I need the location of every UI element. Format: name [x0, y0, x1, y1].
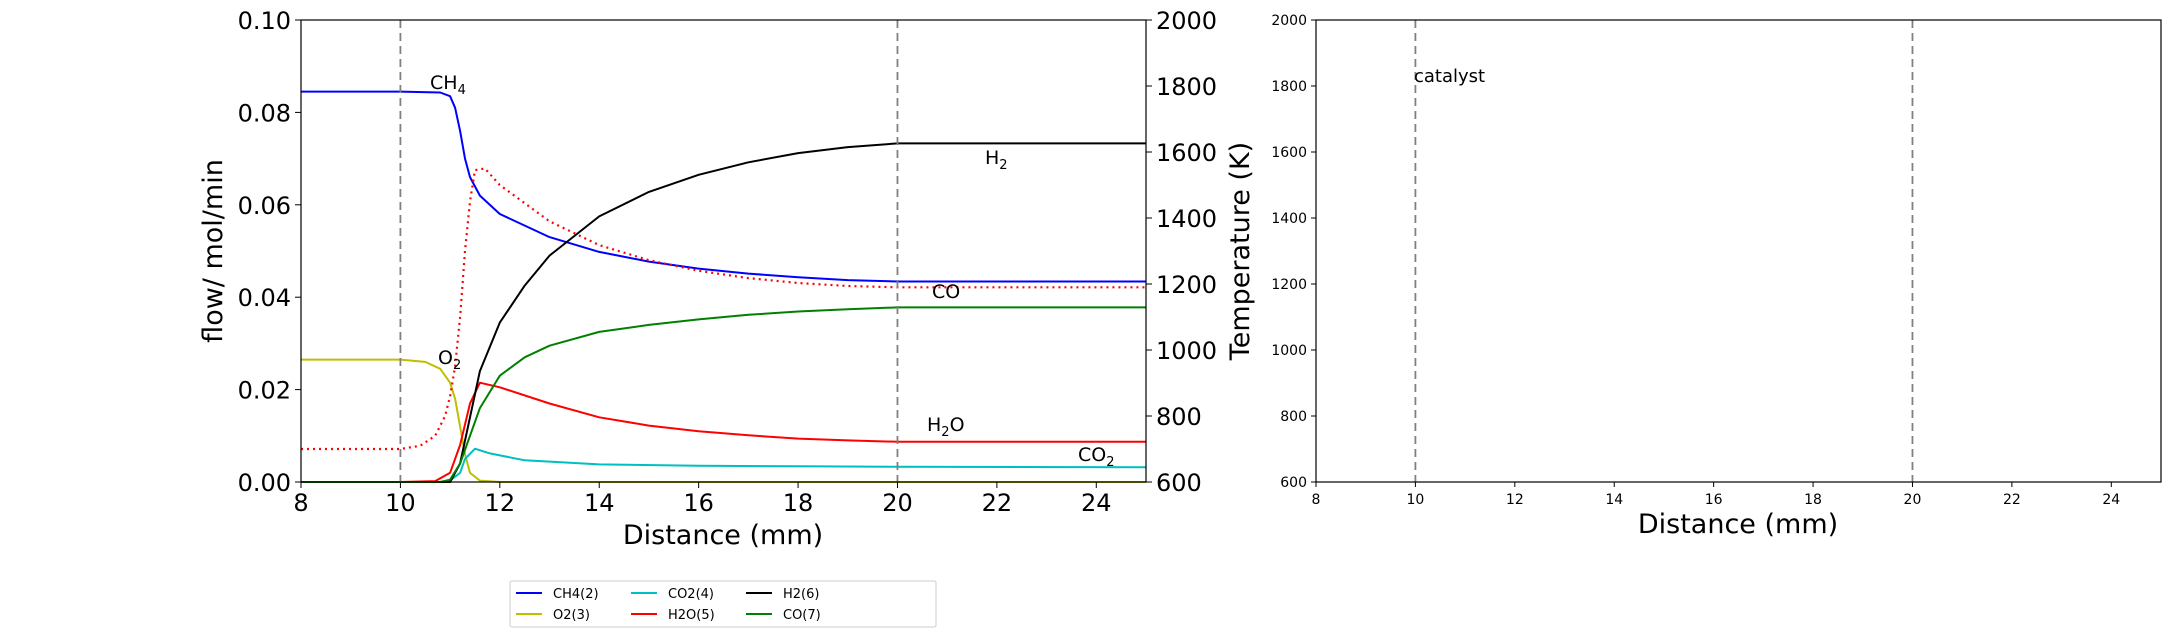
- x-axis-ticks: 8 10 12 14 16 18 20 22 24: [1312, 482, 2120, 508]
- legend: CH4(2) O2(3) CO2(4) H2O(5) H2(6) CO(7): [509, 580, 937, 628]
- y-axis-ticks: 0.00 0.02 0.04 0.06 0.08 0.10: [238, 7, 301, 497]
- legend-label: CO2(4): [668, 587, 714, 602]
- y-tick-label: 0.04: [238, 284, 291, 312]
- x-tick-label: 20: [1904, 492, 1922, 508]
- co-annotation: CO: [932, 281, 960, 303]
- series-lines: [301, 90, 1147, 483]
- y2-tick-label: 1800: [1156, 73, 1217, 101]
- series-line-o2-3-: [301, 358, 1146, 483]
- legend-label: CH4(2): [553, 587, 599, 602]
- y2-axis-label: Temperature (K): [1225, 142, 1256, 361]
- catalyst-bound-lines: [1414, 20, 1914, 482]
- h2-annotation: H2: [985, 147, 1008, 173]
- plot-frame: [1315, 19, 2162, 483]
- y-tick-label: 0.10: [238, 7, 291, 35]
- x-tick-label: 22: [2003, 492, 2021, 508]
- y-tick-label: 1600: [1271, 145, 1307, 161]
- x-tick-label: 18: [1804, 492, 1822, 508]
- co2-annotation: CO2: [1078, 444, 1115, 470]
- y-axis-label: flow/ mol/min: [198, 159, 229, 343]
- legend-label: H2(6): [783, 587, 819, 602]
- x-tick-label: 14: [584, 489, 615, 517]
- flow-temperature-plot: 8 10 12 14 16 18 20 22 24 0.000.020.040.060.080.…: [198, 7, 1256, 551]
- plot-frame: [300, 19, 1147, 483]
- x-tick-label: 22: [982, 489, 1013, 517]
- x-tick-label: 8: [1312, 492, 1321, 508]
- x-tick-label: 24: [2102, 492, 2120, 508]
- y2-tick-label: 800: [1156, 403, 1202, 431]
- x-tick-label: 12: [485, 489, 516, 517]
- y2-tick-label: 1200: [1156, 271, 1217, 299]
- series-line-co2-4-: [301, 447, 1147, 483]
- y-axis-ticks: 600 800 1000 1200 1400 1600 1800 2000: [1271, 13, 1316, 491]
- series-line-h2-6-: [301, 142, 1146, 483]
- x-tick-label: 10: [1406, 492, 1424, 508]
- y2-tick-label: 2000: [1156, 7, 1217, 35]
- y2-tick-label: 1600: [1156, 139, 1217, 167]
- legend-label: O2(3): [553, 608, 590, 623]
- ch4-annotation: CH4: [430, 72, 466, 98]
- x-tick-label: 8: [293, 489, 308, 517]
- y2-tick-label: 600: [1156, 469, 1202, 497]
- o2-annotation: O2: [438, 347, 461, 373]
- x-tick-label: 20: [882, 489, 913, 517]
- y-tick-label: 1000: [1271, 343, 1307, 359]
- y-tick-label: 1200: [1271, 277, 1307, 293]
- x-tick-label: 10: [385, 489, 416, 517]
- x-tick-label: 24: [1081, 489, 1112, 517]
- x-axis-ticks: 8 10 12 14 16 18 20 22 24: [293, 482, 1112, 517]
- empty-temperature-plot: 8 10 12 14 16 18 20 22 24 600 800 1000 1200 1400 1600…: [1271, 13, 2162, 540]
- legend-label: CO(7): [783, 608, 821, 623]
- h2o-annotation: H2O: [927, 414, 965, 440]
- series-line-ch4-2-: [301, 90, 1146, 283]
- y-tick-label: 800: [1280, 409, 1307, 425]
- y-tick-label: 600: [1280, 475, 1307, 491]
- y-tick-label: 0.08: [238, 99, 291, 127]
- x-tick-label: 12: [1506, 492, 1524, 508]
- legend-label: H2O(5): [668, 608, 715, 623]
- legend-frame: [509, 580, 937, 628]
- y2-axis-ticks: 600 800 1000 1200 1400 1600 1800 2000: [1146, 7, 1217, 497]
- y-tick-label: 1400: [1271, 211, 1307, 227]
- x-tick-label: 18: [783, 489, 814, 517]
- y-tick-label: 1800: [1271, 79, 1307, 95]
- x-tick-label: 16: [683, 489, 714, 517]
- x-axis-label: Distance (mm): [623, 520, 823, 551]
- catalyst-annotation: catalyst: [1414, 66, 1485, 87]
- series-line-temperature: [301, 167, 1146, 451]
- y2-tick-label: 1000: [1156, 337, 1217, 365]
- y2-tick-label: 1400: [1156, 205, 1217, 233]
- y-tick-label: 0.06: [238, 192, 291, 220]
- catalyst-bound-lines: [399, 20, 899, 482]
- series-line-co-7-: [301, 306, 1146, 483]
- series-line-h2o-5-: [301, 381, 1146, 483]
- x-tick-label: 16: [1705, 492, 1723, 508]
- y-tick-label: 0.00: [238, 469, 291, 497]
- x-axis-label: Distance (mm): [1638, 509, 1838, 540]
- x-tick-label: 14: [1605, 492, 1623, 508]
- y-tick-label: 2000: [1271, 13, 1307, 29]
- y-tick-label: 0.02: [238, 377, 291, 405]
